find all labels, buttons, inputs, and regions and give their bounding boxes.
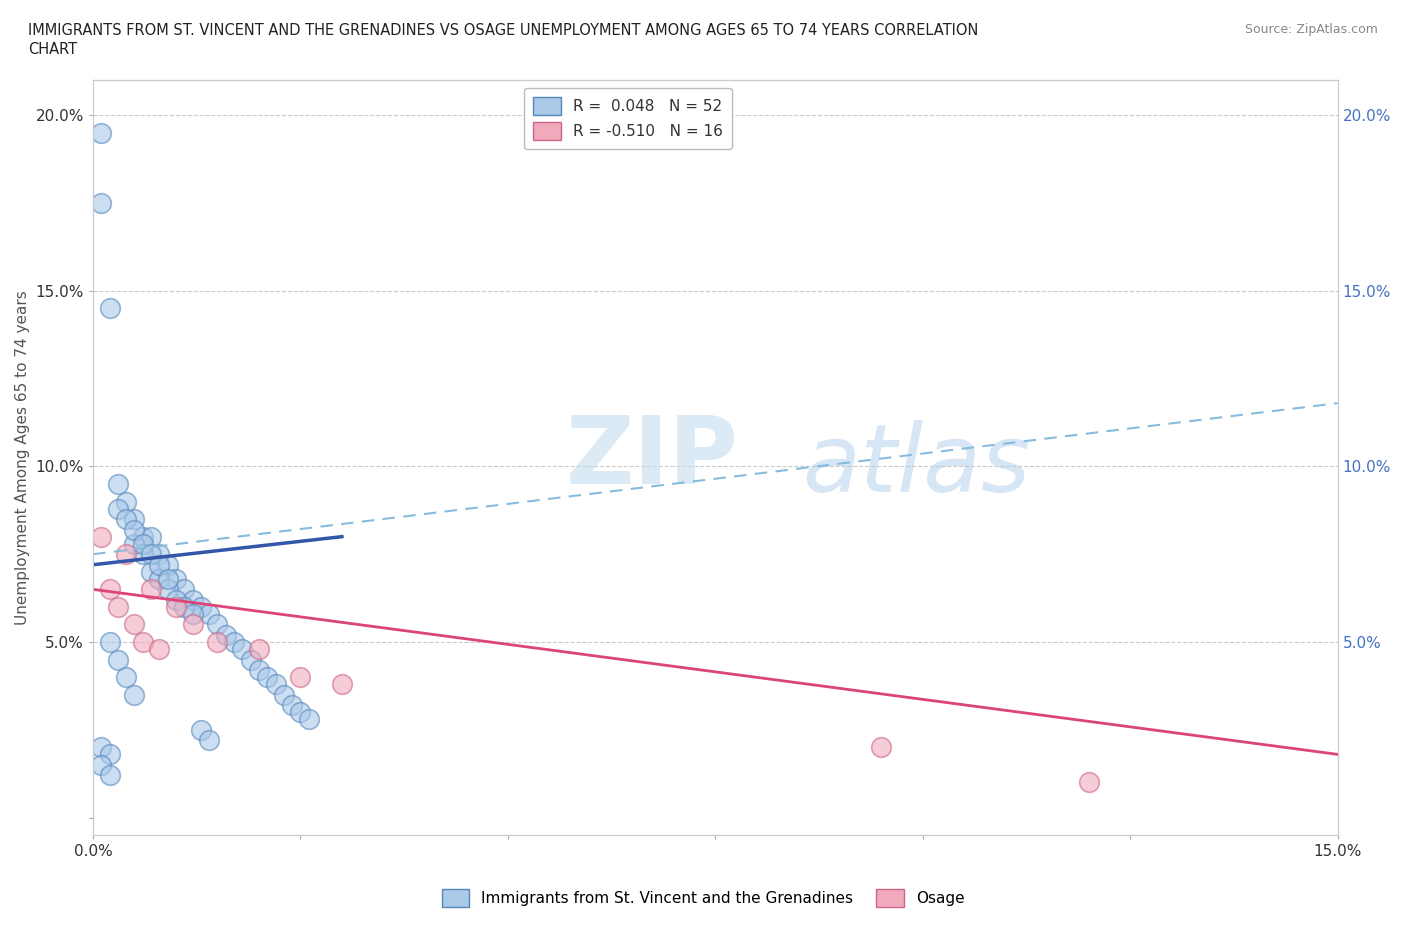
Point bbox=[90, 195, 112, 210]
Point bbox=[290, 670, 312, 684]
Point bbox=[1077, 775, 1099, 790]
Point bbox=[98, 582, 121, 597]
Point bbox=[90, 126, 112, 140]
Point bbox=[207, 634, 229, 649]
Point bbox=[124, 687, 146, 702]
Point bbox=[181, 592, 204, 607]
Point bbox=[256, 670, 278, 684]
Point bbox=[190, 600, 212, 615]
Point bbox=[298, 711, 321, 726]
Point bbox=[156, 582, 179, 597]
Point bbox=[165, 592, 187, 607]
Point bbox=[156, 571, 179, 586]
Point bbox=[247, 663, 270, 678]
Legend: Immigrants from St. Vincent and the Grenadines, Osage: Immigrants from St. Vincent and the Gren… bbox=[436, 884, 970, 913]
Point bbox=[264, 677, 287, 692]
Point bbox=[247, 642, 270, 657]
Point bbox=[239, 652, 262, 667]
Point bbox=[90, 740, 112, 755]
Point bbox=[215, 628, 238, 643]
Point bbox=[198, 733, 221, 748]
Text: atlas: atlas bbox=[803, 419, 1031, 511]
Point bbox=[207, 617, 229, 631]
Point bbox=[132, 537, 155, 551]
Point bbox=[124, 537, 146, 551]
Point bbox=[156, 557, 179, 572]
Point bbox=[90, 529, 112, 544]
Point bbox=[148, 547, 170, 562]
Point bbox=[190, 723, 212, 737]
Point bbox=[107, 600, 129, 615]
Text: CHART: CHART bbox=[28, 42, 77, 57]
Point bbox=[115, 670, 138, 684]
Point bbox=[98, 768, 121, 783]
Point bbox=[173, 600, 195, 615]
Point bbox=[132, 634, 155, 649]
Point bbox=[198, 606, 221, 621]
Point bbox=[115, 547, 138, 562]
Text: Source: ZipAtlas.com: Source: ZipAtlas.com bbox=[1244, 23, 1378, 36]
Point bbox=[98, 747, 121, 762]
Point bbox=[124, 512, 146, 526]
Point bbox=[139, 565, 162, 579]
Point bbox=[124, 617, 146, 631]
Point bbox=[98, 634, 121, 649]
Point bbox=[115, 494, 138, 509]
Point bbox=[107, 501, 129, 516]
Point bbox=[107, 652, 129, 667]
Point bbox=[90, 758, 112, 773]
Point bbox=[870, 740, 893, 755]
Point bbox=[148, 557, 170, 572]
Point bbox=[173, 582, 195, 597]
Text: ZIP: ZIP bbox=[567, 412, 740, 504]
Legend: R =  0.048   N = 52, R = -0.510   N = 16: R = 0.048 N = 52, R = -0.510 N = 16 bbox=[524, 87, 733, 149]
Point bbox=[139, 529, 162, 544]
Point bbox=[281, 698, 304, 712]
Point bbox=[165, 600, 187, 615]
Point bbox=[115, 512, 138, 526]
Point bbox=[330, 677, 353, 692]
Point bbox=[165, 571, 187, 586]
Text: IMMIGRANTS FROM ST. VINCENT AND THE GRENADINES VS OSAGE UNEMPLOYMENT AMONG AGES : IMMIGRANTS FROM ST. VINCENT AND THE GREN… bbox=[28, 23, 979, 38]
Point bbox=[98, 301, 121, 316]
Point bbox=[231, 642, 253, 657]
Point bbox=[139, 582, 162, 597]
Point bbox=[181, 606, 204, 621]
Point bbox=[181, 617, 204, 631]
Point bbox=[132, 547, 155, 562]
Y-axis label: Unemployment Among Ages 65 to 74 years: Unemployment Among Ages 65 to 74 years bbox=[15, 290, 30, 625]
Point bbox=[273, 687, 295, 702]
Point bbox=[222, 634, 245, 649]
Point bbox=[132, 529, 155, 544]
Point bbox=[290, 705, 312, 720]
Point bbox=[139, 547, 162, 562]
Point bbox=[148, 642, 170, 657]
Point bbox=[124, 522, 146, 537]
Point bbox=[107, 476, 129, 491]
Point bbox=[148, 571, 170, 586]
